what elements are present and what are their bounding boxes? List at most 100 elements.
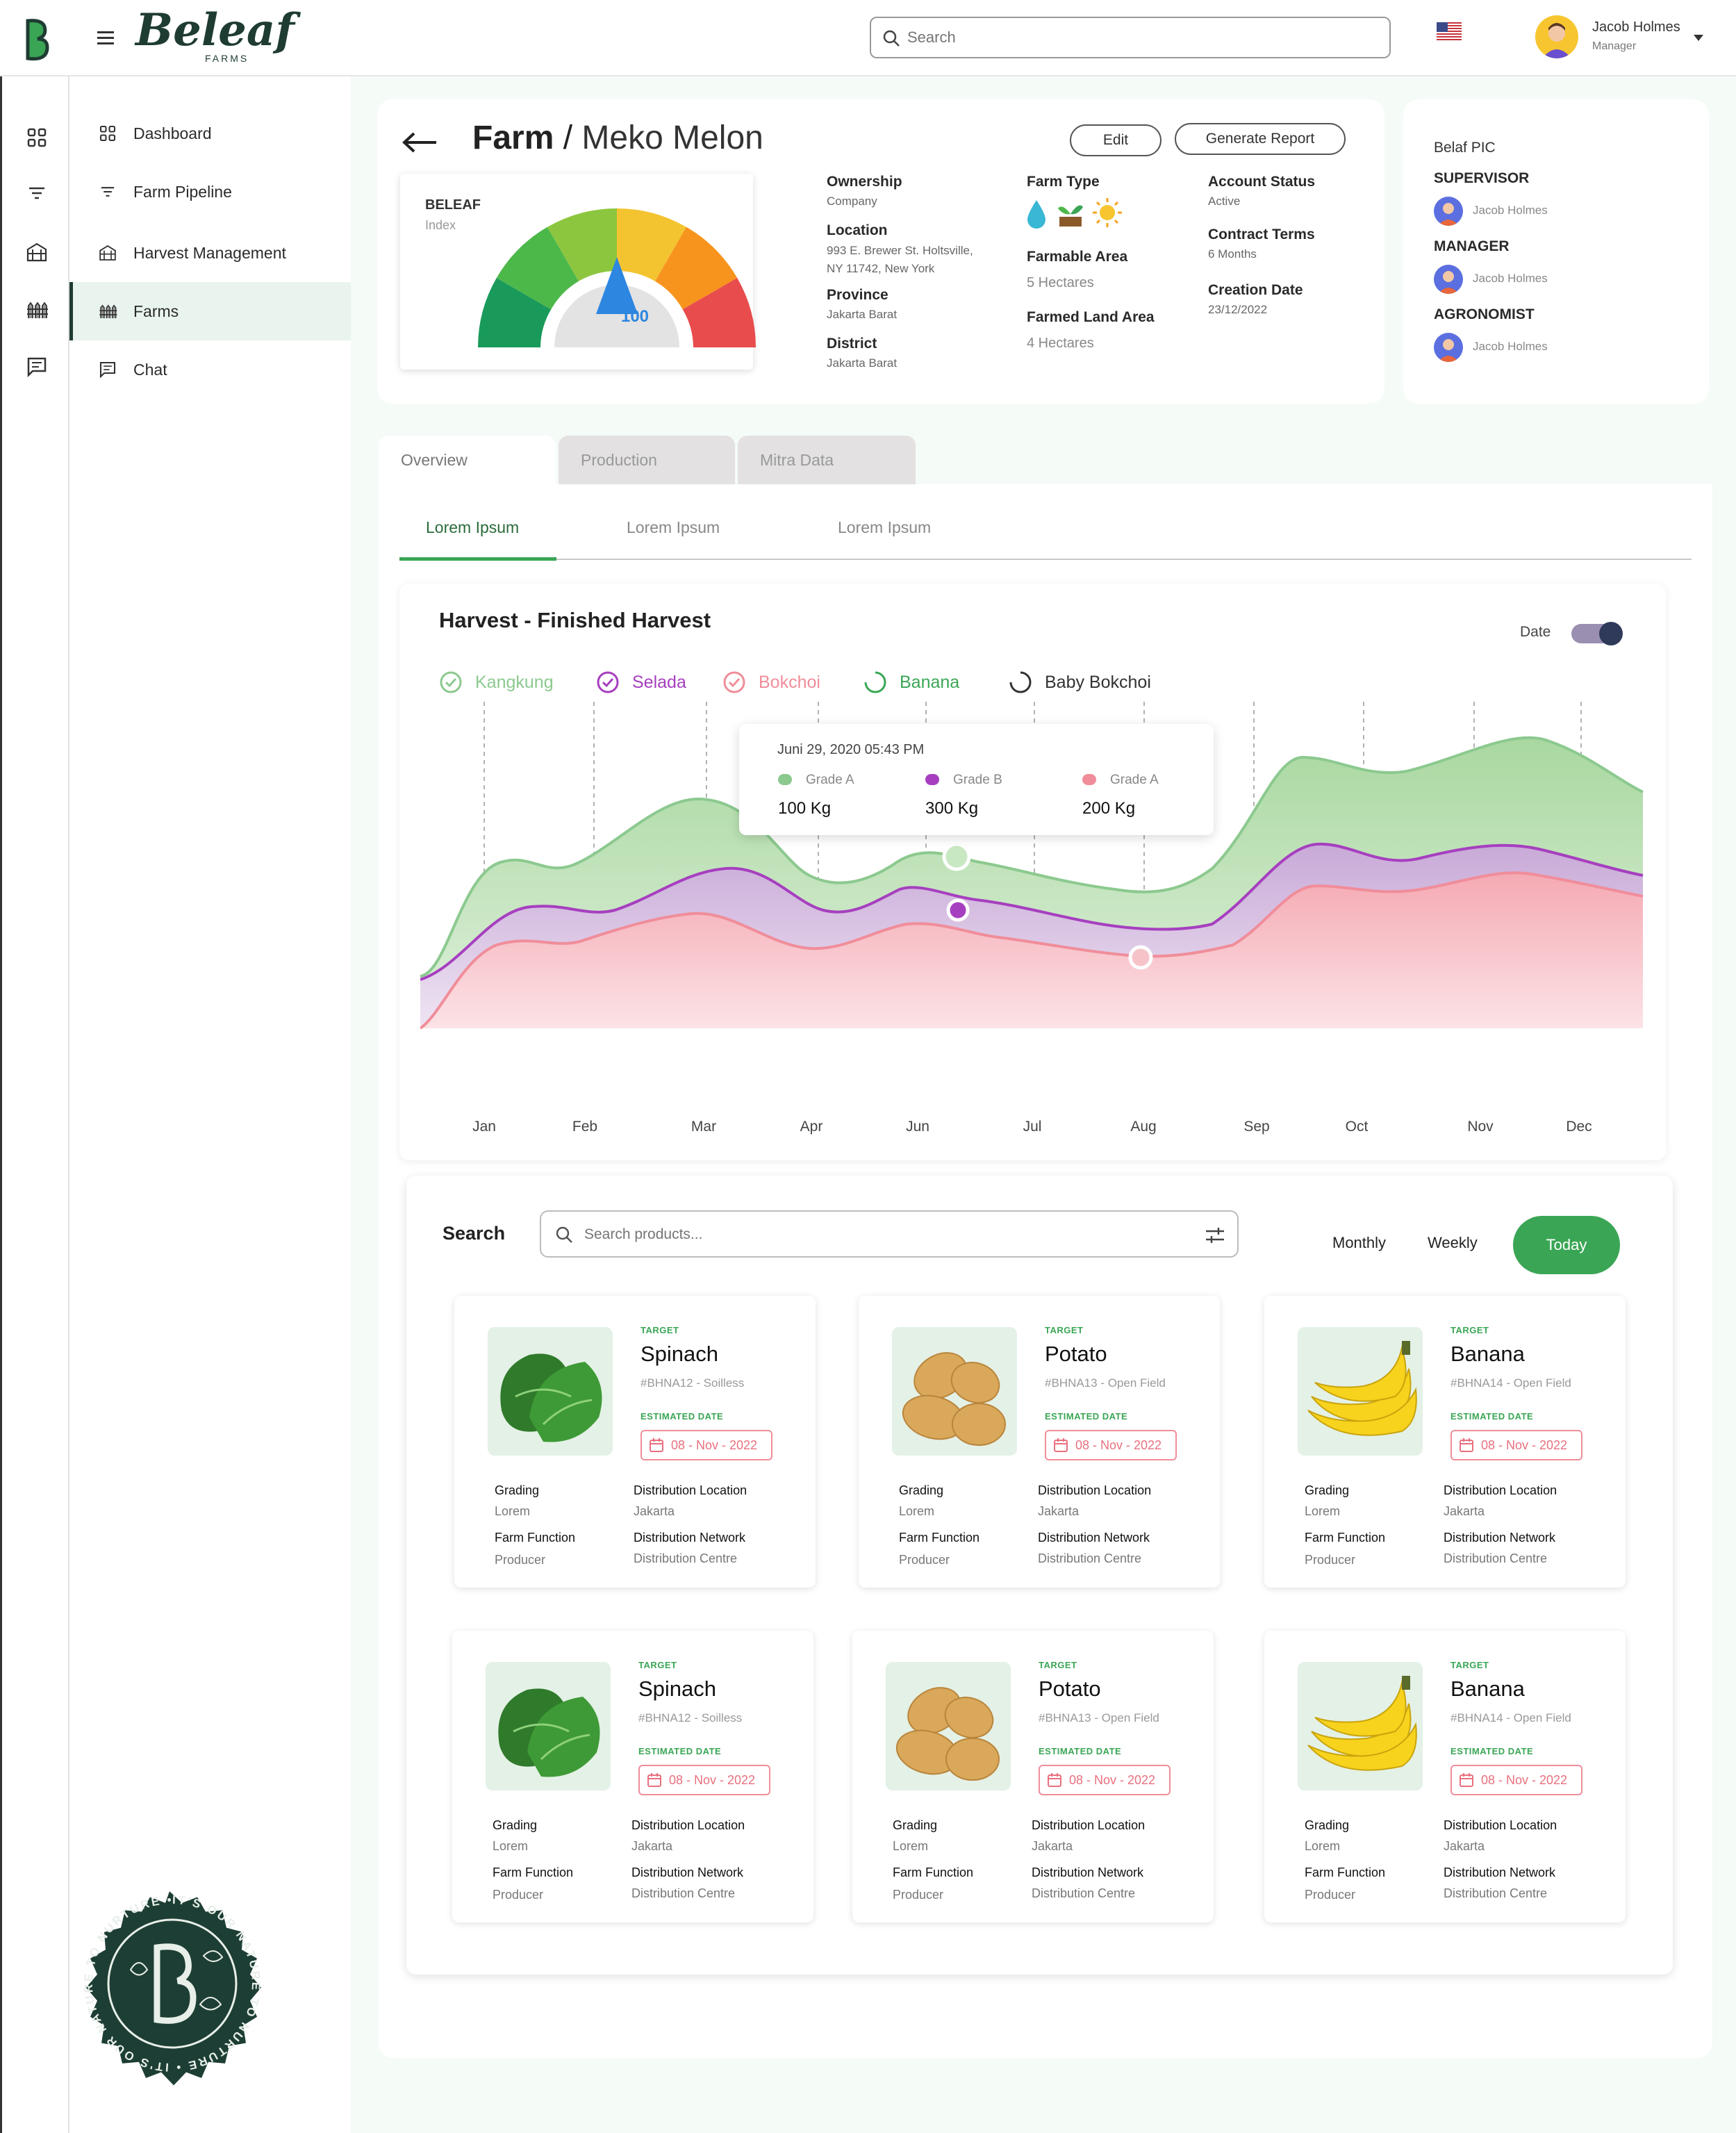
- farm-function-label: Farm Function: [899, 1531, 980, 1545]
- products-search-box[interactable]: [540, 1210, 1239, 1258]
- sidebar-item-dashboard[interactable]: Dashboard: [69, 104, 351, 163]
- index-value: 100: [620, 307, 650, 326]
- calendar-icon: [1054, 1438, 1068, 1452]
- estimated-date: 08 - Nov - 2022: [1450, 1765, 1582, 1795]
- calendar-icon: [1048, 1773, 1061, 1787]
- product-card[interactable]: TARGET Banana #BHNA14 - Open Field ESTIMATE…: [1264, 1631, 1626, 1922]
- legend-kangkung[interactable]: Kangkung: [439, 670, 554, 694]
- ownership-label: Ownership: [827, 174, 902, 190]
- distribution-location-label: Distribution Location: [1444, 1818, 1557, 1832]
- x-tick-label: Nov: [1467, 1119, 1494, 1135]
- subtab-lorem-2[interactable]: Lorem Ipsum: [627, 518, 720, 536]
- distribution-network-label: Distribution Network: [631, 1866, 744, 1879]
- period-today-button[interactable]: Today: [1513, 1216, 1620, 1274]
- sliders-icon[interactable]: [1205, 1226, 1225, 1245]
- distribution-network-value: Distribution Centre: [631, 1886, 736, 1900]
- chat-icon[interactable]: [24, 354, 49, 379]
- product-card[interactable]: TARGET Banana #BHNA14 - Open Field ESTIMATE…: [1264, 1296, 1626, 1588]
- fence-icon[interactable]: [24, 297, 49, 322]
- estimated-date: 08 - Nov - 2022: [1045, 1430, 1177, 1460]
- sidebar-item-harvest-management[interactable]: Harvest Management: [69, 224, 351, 282]
- avatar[interactable]: [1434, 265, 1463, 294]
- product-card[interactable]: TARGET Spinach #BHNA12 - Soilless ESTIMATED…: [454, 1296, 816, 1588]
- distribution-location-label: Distribution Location: [631, 1818, 745, 1832]
- generate-report-button[interactable]: Generate Report: [1175, 123, 1346, 155]
- product-card[interactable]: TARGET Potato #BHNA13 - Open Field ESTIMATE…: [852, 1631, 1214, 1922]
- product-code: #BHNA13 - Open Field: [1039, 1711, 1159, 1724]
- edit-button[interactable]: Edit: [1070, 124, 1162, 156]
- products-search-label: Search: [443, 1223, 506, 1244]
- tab-mitra-data[interactable]: Mitra Data: [738, 436, 916, 484]
- distribution-location-value: Jakarta: [634, 1504, 675, 1518]
- sidebar-item-farms[interactable]: Farms: [69, 282, 351, 340]
- legend-selada[interactable]: Selada: [596, 670, 686, 694]
- filter-icon[interactable]: [24, 181, 49, 206]
- grading-label: Grading: [893, 1818, 938, 1832]
- product-image: [1298, 1662, 1423, 1790]
- legend-baby-bokchoi[interactable]: Baby Bokchoi: [1009, 670, 1151, 694]
- contract-terms-label: Contract Terms: [1208, 227, 1315, 242]
- back-arrow-icon[interactable]: [402, 131, 439, 154]
- target-label: TARGET: [1045, 1325, 1084, 1335]
- products-search-input[interactable]: [584, 1224, 1168, 1245]
- marker-selada[interactable]: [946, 898, 970, 922]
- menu-icon[interactable]: [97, 31, 114, 45]
- brand-monogram[interactable]: [19, 15, 54, 64]
- product-card[interactable]: TARGET Spinach #BHNA12 - Soilless ESTIMATED…: [452, 1631, 813, 1922]
- us-flag-icon[interactable]: [1437, 22, 1462, 40]
- sidebar-item-chat[interactable]: Chat: [69, 340, 351, 399]
- x-tick-label: Apr: [800, 1119, 823, 1135]
- distribution-location-value: Jakarta: [1032, 1839, 1073, 1853]
- top-bar: Beleaf FARMS Jacob Holmes Manager: [0, 0, 1736, 76]
- location-line-1: 993 E. Brewer St. Holtsville,: [827, 244, 973, 257]
- period-monthly[interactable]: Monthly: [1332, 1234, 1387, 1251]
- search-input[interactable]: [907, 26, 1366, 49]
- brand-logo[interactable]: Beleaf FARMS: [135, 4, 295, 67]
- tab-overview[interactable]: Overview: [379, 436, 556, 484]
- estimated-date-value: 08 - Nov - 2022: [1481, 1772, 1568, 1787]
- tab-production[interactable]: Production: [559, 436, 735, 484]
- subtab-lorem-3[interactable]: Lorem Ipsum: [838, 518, 932, 536]
- product-name: Spinach: [638, 1677, 717, 1701]
- avatar[interactable]: [1434, 197, 1463, 226]
- seedling-icon: [1058, 205, 1083, 227]
- legend-bokchoi[interactable]: Bokchoi: [722, 670, 820, 694]
- period-weekly[interactable]: Weekly: [1428, 1234, 1478, 1251]
- estimated-date-label: ESTIMATED DATE: [1450, 1746, 1534, 1756]
- x-tick-label: Dec: [1566, 1119, 1592, 1135]
- brand-sub: FARMS: [205, 53, 249, 64]
- farm-type-label: Farm Type: [1027, 174, 1100, 190]
- breadcrumb-root[interactable]: Farm: [472, 120, 554, 156]
- distribution-network-label: Distribution Network: [1032, 1866, 1144, 1879]
- farm-function-value: Producer: [1305, 1553, 1356, 1567]
- product-card[interactable]: TARGET Potato #BHNA13 - Open Field ESTIMATE…: [859, 1296, 1220, 1588]
- grid-icon[interactable]: [24, 125, 49, 150]
- contract-terms-value: 6 Months: [1208, 247, 1257, 261]
- user-name[interactable]: Jacob Holmes: [1592, 19, 1680, 35]
- province-label: Province: [827, 287, 888, 303]
- date-toggle[interactable]: [1571, 622, 1623, 645]
- avatar[interactable]: [1434, 333, 1463, 362]
- calendar-icon: [1460, 1438, 1473, 1452]
- distribution-network-value: Distribution Centre: [634, 1551, 738, 1565]
- product-image: [1298, 1327, 1423, 1456]
- product-code: #BHNA13 - Open Field: [1045, 1376, 1166, 1390]
- sidebar-item-farm-pipeline[interactable]: Farm Pipeline: [69, 163, 351, 221]
- search-box[interactable]: [870, 17, 1391, 58]
- tooltip-dot: [1082, 774, 1096, 785]
- grid-icon: [99, 125, 116, 142]
- pic-role-agronomist: AGRONOMIST: [1434, 306, 1535, 322]
- grading-value: Lorem: [1305, 1504, 1341, 1518]
- person-icon: [1542, 23, 1571, 58]
- chevron-down-icon[interactable]: [1694, 35, 1703, 41]
- seal-badge-icon: IT'S OUR NATURE TO NURTURE • IT'S OUR NA…: [82, 1891, 261, 2086]
- barn-icon[interactable]: [24, 240, 49, 265]
- subtab-lorem-1[interactable]: Lorem Ipsum: [426, 518, 520, 536]
- marker-bokchoi[interactable]: [1128, 945, 1153, 970]
- marker-kangkung[interactable]: [942, 842, 971, 871]
- grading-label: Grading: [495, 1483, 540, 1497]
- x-tick-label: Jul: [1023, 1119, 1042, 1135]
- user-avatar[interactable]: [1535, 15, 1578, 58]
- pic-name-manager: Jacob Holmes: [1473, 272, 1548, 285]
- legend-banana[interactable]: Banana: [863, 670, 959, 694]
